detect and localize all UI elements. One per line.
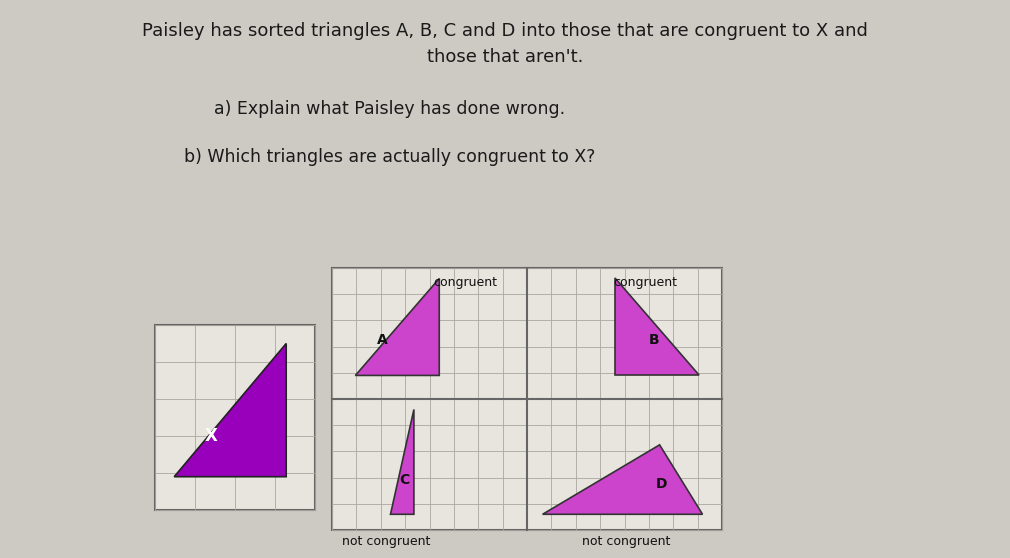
- Text: A: A: [378, 333, 388, 347]
- Polygon shape: [356, 278, 439, 376]
- Text: congruent: congruent: [613, 276, 677, 289]
- Polygon shape: [174, 344, 286, 477]
- Text: Paisley has sorted triangles A, B, C and D into those that are congruent to X an: Paisley has sorted triangles A, B, C and…: [142, 22, 868, 40]
- Text: X: X: [205, 427, 217, 445]
- Text: C: C: [399, 473, 409, 487]
- Text: those that aren't.: those that aren't.: [427, 48, 583, 66]
- Text: B: B: [648, 333, 660, 347]
- Polygon shape: [391, 410, 414, 514]
- Polygon shape: [542, 445, 703, 514]
- Text: congruent: congruent: [433, 276, 497, 289]
- Bar: [332, 268, 722, 530]
- Bar: [155, 325, 315, 510]
- Text: not congruent: not congruent: [341, 535, 430, 548]
- Text: a) Explain what Paisley has done wrong.: a) Explain what Paisley has done wrong.: [214, 100, 566, 118]
- Text: D: D: [655, 477, 668, 491]
- Text: b) Which triangles are actually congruent to X?: b) Which triangles are actually congruen…: [184, 148, 596, 166]
- Text: not congruent: not congruent: [582, 535, 670, 548]
- Polygon shape: [615, 278, 699, 376]
